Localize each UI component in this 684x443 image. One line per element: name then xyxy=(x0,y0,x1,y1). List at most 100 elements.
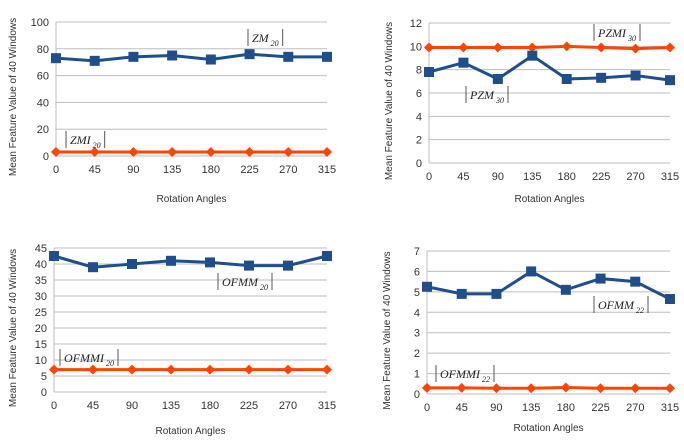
chart-3: 0 5 10 15 20 25 30 35 40 45 0 45 90 135 180 225 270 315 Ro… xyxy=(0,222,340,443)
x-tick-label: 315 xyxy=(661,171,679,183)
series-line xyxy=(55,52,327,63)
x-tick-label: 270 xyxy=(626,402,644,414)
y-axis-title: Mean Feature Value of 40 Windows xyxy=(384,22,395,180)
x-tick-label: 315 xyxy=(318,164,336,176)
x-axis-title: Rotation Angles xyxy=(514,194,584,205)
x-tick-label: 270 xyxy=(279,400,297,412)
data-point-diamond xyxy=(205,364,215,375)
data-point-square xyxy=(492,74,503,84)
y-tick-label: 2 xyxy=(416,135,422,147)
series-label-main: PZM xyxy=(469,88,495,102)
data-point-square xyxy=(424,67,434,77)
series-line xyxy=(427,385,670,390)
data-point-square xyxy=(665,294,675,305)
x-tick-label: 315 xyxy=(661,402,679,414)
series-label: PZM 30 xyxy=(465,86,509,105)
data-point-diamond xyxy=(630,43,641,54)
chart-2: 0 2 4 6 8 10 12 0 45 90 135 180 225 270 315 Rotation An… xyxy=(342,0,684,220)
series-line xyxy=(428,53,671,82)
y-tick-label: 10 xyxy=(35,355,47,367)
data-point-square xyxy=(244,260,254,271)
y-tick-label: 60 xyxy=(37,71,49,83)
x-tick-label: 45 xyxy=(89,164,101,176)
x-tick-label: 0 xyxy=(424,402,430,414)
data-point-diamond xyxy=(167,146,178,157)
x-tick-label: 90 xyxy=(490,402,502,414)
data-point-square xyxy=(89,55,100,66)
x-tick-label: 225 xyxy=(591,402,609,414)
data-point-diamond xyxy=(458,42,469,53)
data-point-diamond xyxy=(491,383,502,394)
data-point-diamond xyxy=(527,42,538,53)
x-tick-label: 135 xyxy=(162,400,180,412)
y-tick-label: 12 xyxy=(410,18,422,30)
series-label-main: ZM xyxy=(252,31,270,45)
y-tick-label: 4 xyxy=(414,307,420,319)
series-label: OFMMI 20 xyxy=(59,349,119,368)
y-tick-label: 15 xyxy=(35,339,47,351)
x-tick-label: 135 xyxy=(522,402,540,414)
x-tick-label: 135 xyxy=(523,171,541,183)
y-tick-label: 10 xyxy=(410,41,422,53)
y-tick-label: 8 xyxy=(416,65,422,77)
series-label-sub: 20 xyxy=(271,39,279,48)
data-point-diamond xyxy=(665,42,675,53)
series-label-main: ZMI xyxy=(70,133,92,147)
y-tick-label: 40 xyxy=(35,259,47,271)
data-point-square xyxy=(322,251,332,261)
series-label-sub: 22 xyxy=(636,306,644,315)
data-point-square xyxy=(205,257,215,268)
data-point-diamond xyxy=(492,42,503,53)
series-line xyxy=(426,269,671,301)
x-tick-label: 0 xyxy=(426,171,432,183)
data-point-diamond xyxy=(283,364,293,375)
series-label-sub: 20 xyxy=(106,359,114,368)
chart-1: 0 20 40 60 80 100 0 45 90 135 180 225 270 315 Rotation… xyxy=(0,0,340,220)
data-point-square xyxy=(205,54,216,65)
x-tick-label: 45 xyxy=(87,400,99,412)
data-point-diamond xyxy=(283,146,294,157)
y-tick-label: 20 xyxy=(35,323,47,335)
x-tick-label: 90 xyxy=(127,164,139,176)
data-point-diamond xyxy=(322,364,332,375)
data-point-square xyxy=(283,51,294,62)
data-point-square xyxy=(458,57,469,68)
x-tick-label: 45 xyxy=(456,402,468,414)
x-tick-label: 180 xyxy=(201,400,219,412)
y-tick-label: 0 xyxy=(414,389,420,401)
data-point-square xyxy=(88,262,98,273)
data-point-square xyxy=(665,75,675,86)
y-axis-title: Mean Feature Value of 40 Windows xyxy=(8,18,19,176)
x-tick-label: 225 xyxy=(592,171,610,183)
data-point-diamond xyxy=(88,364,98,375)
series-label: ZM 20 xyxy=(247,29,284,48)
chart-3-svg: 0 5 10 15 20 25 30 35 40 45 0 45 90 135 180 225 270 315 Ro… xyxy=(8,243,336,437)
data-point-square xyxy=(51,53,61,64)
data-point-diamond xyxy=(630,383,641,394)
series-label-sub: 30 xyxy=(627,34,636,43)
x-axis-title: Rotation Angles xyxy=(513,423,583,434)
data-point-square xyxy=(49,251,59,261)
data-point-square xyxy=(166,255,176,266)
y-tick-label: 4 xyxy=(416,111,422,123)
data-point-square xyxy=(283,260,293,271)
x-tick-label: 0 xyxy=(51,400,57,412)
data-point-diamond xyxy=(424,42,434,53)
series-label-main: OFMMI xyxy=(64,351,105,365)
y-tick-label: 6 xyxy=(416,88,422,100)
y-tick-label: 20 xyxy=(37,124,49,136)
data-point-square xyxy=(560,284,571,295)
data-point-diamond xyxy=(244,364,254,375)
y-tick-label: 0 xyxy=(41,387,47,399)
data-point-square xyxy=(596,72,607,83)
series-label: PZMI 30 xyxy=(593,24,641,43)
x-axis-title: Rotation Angles xyxy=(155,426,225,437)
data-point-square xyxy=(491,288,502,299)
series-label-sub: 22 xyxy=(482,375,490,384)
chart-4: 0 1 2 3 4 5 6 7 0 45 90 135 180 225 270 315 Rotation Ang… xyxy=(342,222,684,443)
data-point-diamond xyxy=(456,382,467,393)
series-line xyxy=(429,44,671,51)
series-label-sub: 20 xyxy=(260,283,268,292)
data-point-diamond xyxy=(595,383,606,394)
